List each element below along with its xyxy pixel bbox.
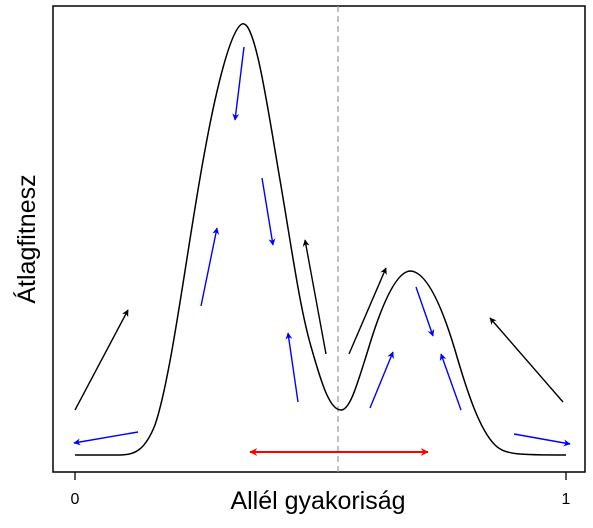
blue-arrow-right-upslope [369,351,394,409]
x-axis-title: Allél gyakoriság [230,487,405,515]
blue-arrow-downslope [261,177,276,246]
plot-frame [52,5,586,473]
blue-arrow-right-peak-down [415,286,435,337]
x-tick-label-left: 0 [71,491,80,508]
blue-arrow-peak-down [232,46,245,121]
blue-arrow-left-edge [73,431,139,446]
fitness-curve [75,23,567,456]
x-tick-label-right: 1 [562,491,571,508]
black-arrow-left [74,309,129,411]
black-arrow-right [489,317,564,403]
y-axis-title: Átlagfitnesz [12,174,41,303]
blue-arrow-upslope-left [200,227,220,307]
blue-arrow-right-edge [513,433,571,447]
black-arrow-center-right [348,267,387,355]
black-arrow-center-left [302,239,327,355]
blue-arrow-valley-up [285,332,299,403]
blue-arrow-right-downslope-up [439,353,462,411]
